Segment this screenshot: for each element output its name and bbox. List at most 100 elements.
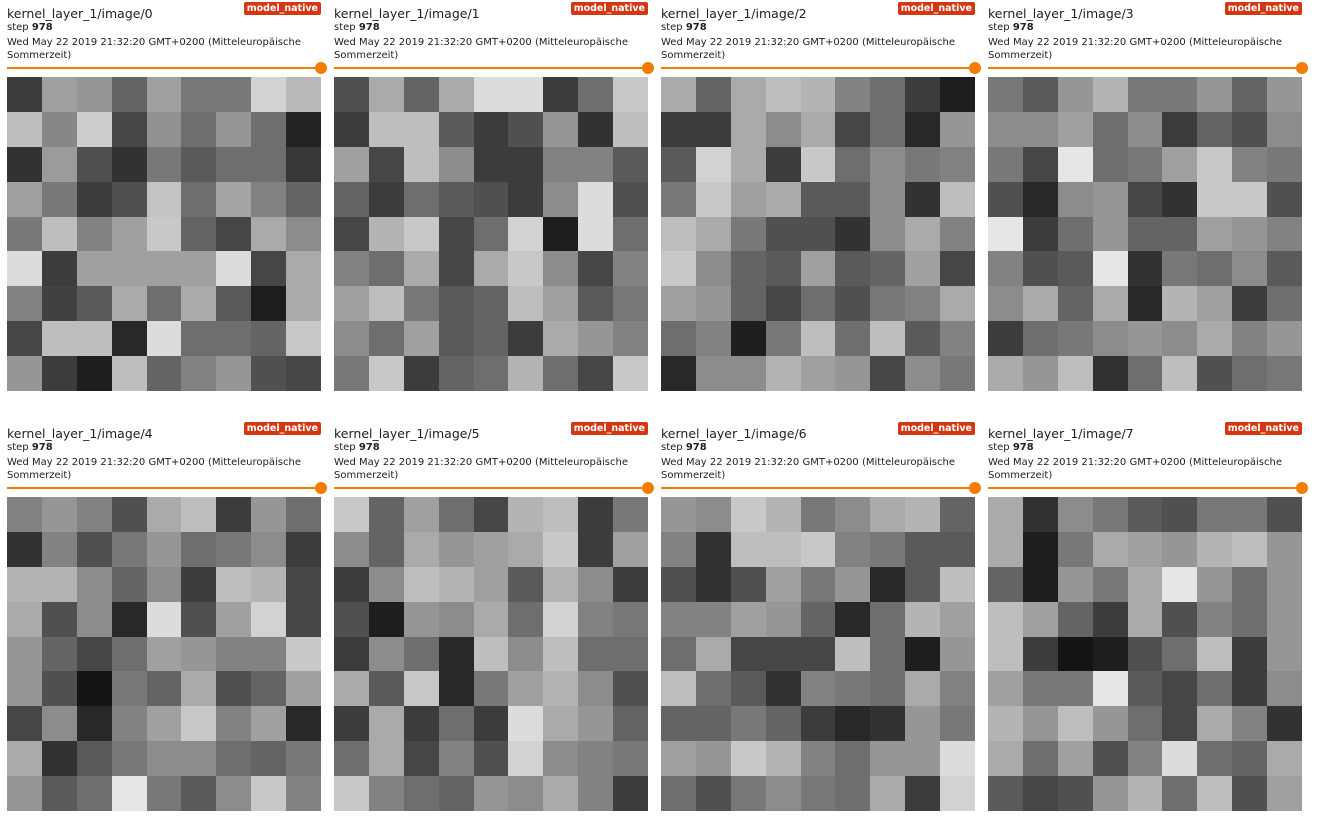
kernel-pixel bbox=[543, 181, 579, 217]
kernel-pixel bbox=[835, 181, 871, 217]
kernel-pixel bbox=[334, 636, 369, 672]
kernel-pixel bbox=[403, 251, 439, 287]
kernel-pixel bbox=[870, 706, 906, 742]
step-slider[interactable] bbox=[988, 62, 1308, 74]
kernel-pixel bbox=[7, 181, 42, 217]
kernel-pixel bbox=[7, 286, 42, 322]
slider-thumb[interactable] bbox=[969, 62, 981, 74]
kernel-pixel bbox=[1197, 706, 1233, 742]
step-slider[interactable] bbox=[334, 62, 654, 74]
kernel-pixel bbox=[286, 146, 321, 182]
kernel-pixel bbox=[111, 601, 147, 637]
kernel-pixel bbox=[216, 146, 252, 182]
kernel-pixel bbox=[334, 181, 369, 217]
kernel-pixel bbox=[800, 146, 836, 182]
kernel-pixel bbox=[1057, 77, 1093, 112]
kernel-pixel bbox=[613, 286, 648, 322]
kernel-pixel bbox=[905, 181, 941, 217]
kernel-pixel bbox=[940, 671, 975, 707]
kernel-pixel bbox=[1127, 531, 1163, 567]
kernel-pixel bbox=[1162, 216, 1198, 252]
kernel-pixel bbox=[146, 321, 182, 357]
slider-thumb[interactable] bbox=[1296, 62, 1308, 74]
step-slider[interactable] bbox=[988, 482, 1308, 494]
kernel-image bbox=[334, 497, 648, 811]
kernel-pixel bbox=[1092, 566, 1128, 602]
kernel-pixel bbox=[146, 741, 182, 777]
kernel-pixel bbox=[286, 111, 321, 147]
kernel-pixel bbox=[835, 216, 871, 252]
kernel-pixel bbox=[543, 111, 579, 147]
slider-thumb[interactable] bbox=[315, 482, 327, 494]
kernel-pixel bbox=[940, 706, 975, 742]
kernel-pixel bbox=[730, 601, 766, 637]
kernel-pixel bbox=[1197, 286, 1233, 322]
slider-thumb[interactable] bbox=[969, 482, 981, 494]
kernel-pixel bbox=[334, 706, 369, 742]
slider-thumb[interactable] bbox=[642, 482, 654, 494]
kernel-pixel bbox=[1197, 566, 1233, 602]
slider-thumb[interactable] bbox=[1296, 482, 1308, 494]
kernel-pixel bbox=[216, 286, 252, 322]
kernel-pixel bbox=[146, 111, 182, 147]
kernel-pixel bbox=[988, 566, 1023, 602]
kernel-pixel bbox=[543, 706, 579, 742]
kernel-pixel bbox=[1057, 216, 1093, 252]
kernel-pixel bbox=[1127, 636, 1163, 672]
kernel-pixel bbox=[940, 146, 975, 182]
kernel-pixel bbox=[368, 497, 404, 532]
kernel-pixel bbox=[438, 706, 474, 742]
kernel-pixel bbox=[988, 286, 1023, 322]
step-slider[interactable] bbox=[661, 482, 981, 494]
timestamp: Wed May 22 2019 21:32:20 GMT+0200 (Mitte… bbox=[988, 457, 1282, 481]
kernel-pixel bbox=[111, 181, 147, 217]
kernel-pixel bbox=[578, 706, 614, 742]
image-card: kernel_layer_1/image/2 model_native step… bbox=[661, 0, 981, 400]
kernel-pixel bbox=[730, 566, 766, 602]
kernel-pixel bbox=[695, 531, 731, 567]
step-label: step bbox=[661, 22, 683, 33]
kernel-pixel bbox=[800, 566, 836, 602]
kernel-pixel bbox=[1267, 321, 1302, 357]
kernel-pixel bbox=[1092, 776, 1128, 811]
kernel-pixel bbox=[800, 216, 836, 252]
kernel-pixel bbox=[695, 146, 731, 182]
kernel-pixel bbox=[473, 181, 509, 217]
kernel-pixel bbox=[146, 181, 182, 217]
step-value: 978 bbox=[685, 442, 707, 453]
kernel-pixel bbox=[251, 601, 287, 637]
step-slider[interactable] bbox=[7, 62, 327, 74]
kernel-pixel bbox=[1127, 286, 1163, 322]
kernel-pixel bbox=[695, 251, 731, 287]
kernel-pixel bbox=[334, 566, 369, 602]
slider-thumb[interactable] bbox=[315, 62, 327, 74]
kernel-pixel bbox=[438, 356, 474, 391]
kernel-pixel bbox=[473, 286, 509, 322]
step-slider[interactable] bbox=[7, 482, 327, 494]
kernel-pixel bbox=[988, 671, 1023, 707]
kernel-pixel bbox=[216, 671, 252, 707]
kernel-pixel bbox=[76, 356, 112, 391]
kernel-pixel bbox=[334, 146, 369, 182]
kernel-pixel bbox=[1127, 601, 1163, 637]
kernel-pixel bbox=[508, 706, 544, 742]
kernel-pixel bbox=[146, 216, 182, 252]
step-info: step 978 bbox=[334, 21, 380, 34]
step-slider[interactable] bbox=[661, 62, 981, 74]
kernel-pixel bbox=[1162, 636, 1198, 672]
kernel-pixel bbox=[870, 636, 906, 672]
kernel-pixel bbox=[578, 77, 614, 112]
kernel-pixel bbox=[334, 111, 369, 147]
slider-thumb[interactable] bbox=[642, 62, 654, 74]
kernel-pixel bbox=[1232, 111, 1268, 147]
kernel-pixel bbox=[613, 216, 648, 252]
step-slider[interactable] bbox=[334, 482, 654, 494]
kernel-pixel bbox=[334, 776, 369, 811]
kernel-pixel bbox=[41, 776, 77, 811]
kernel-pixel bbox=[661, 251, 696, 287]
kernel-pixel bbox=[1162, 531, 1198, 567]
kernel-pixel bbox=[730, 181, 766, 217]
kernel-pixel bbox=[765, 531, 801, 567]
kernel-pixel bbox=[286, 321, 321, 357]
kernel-pixel bbox=[146, 601, 182, 637]
